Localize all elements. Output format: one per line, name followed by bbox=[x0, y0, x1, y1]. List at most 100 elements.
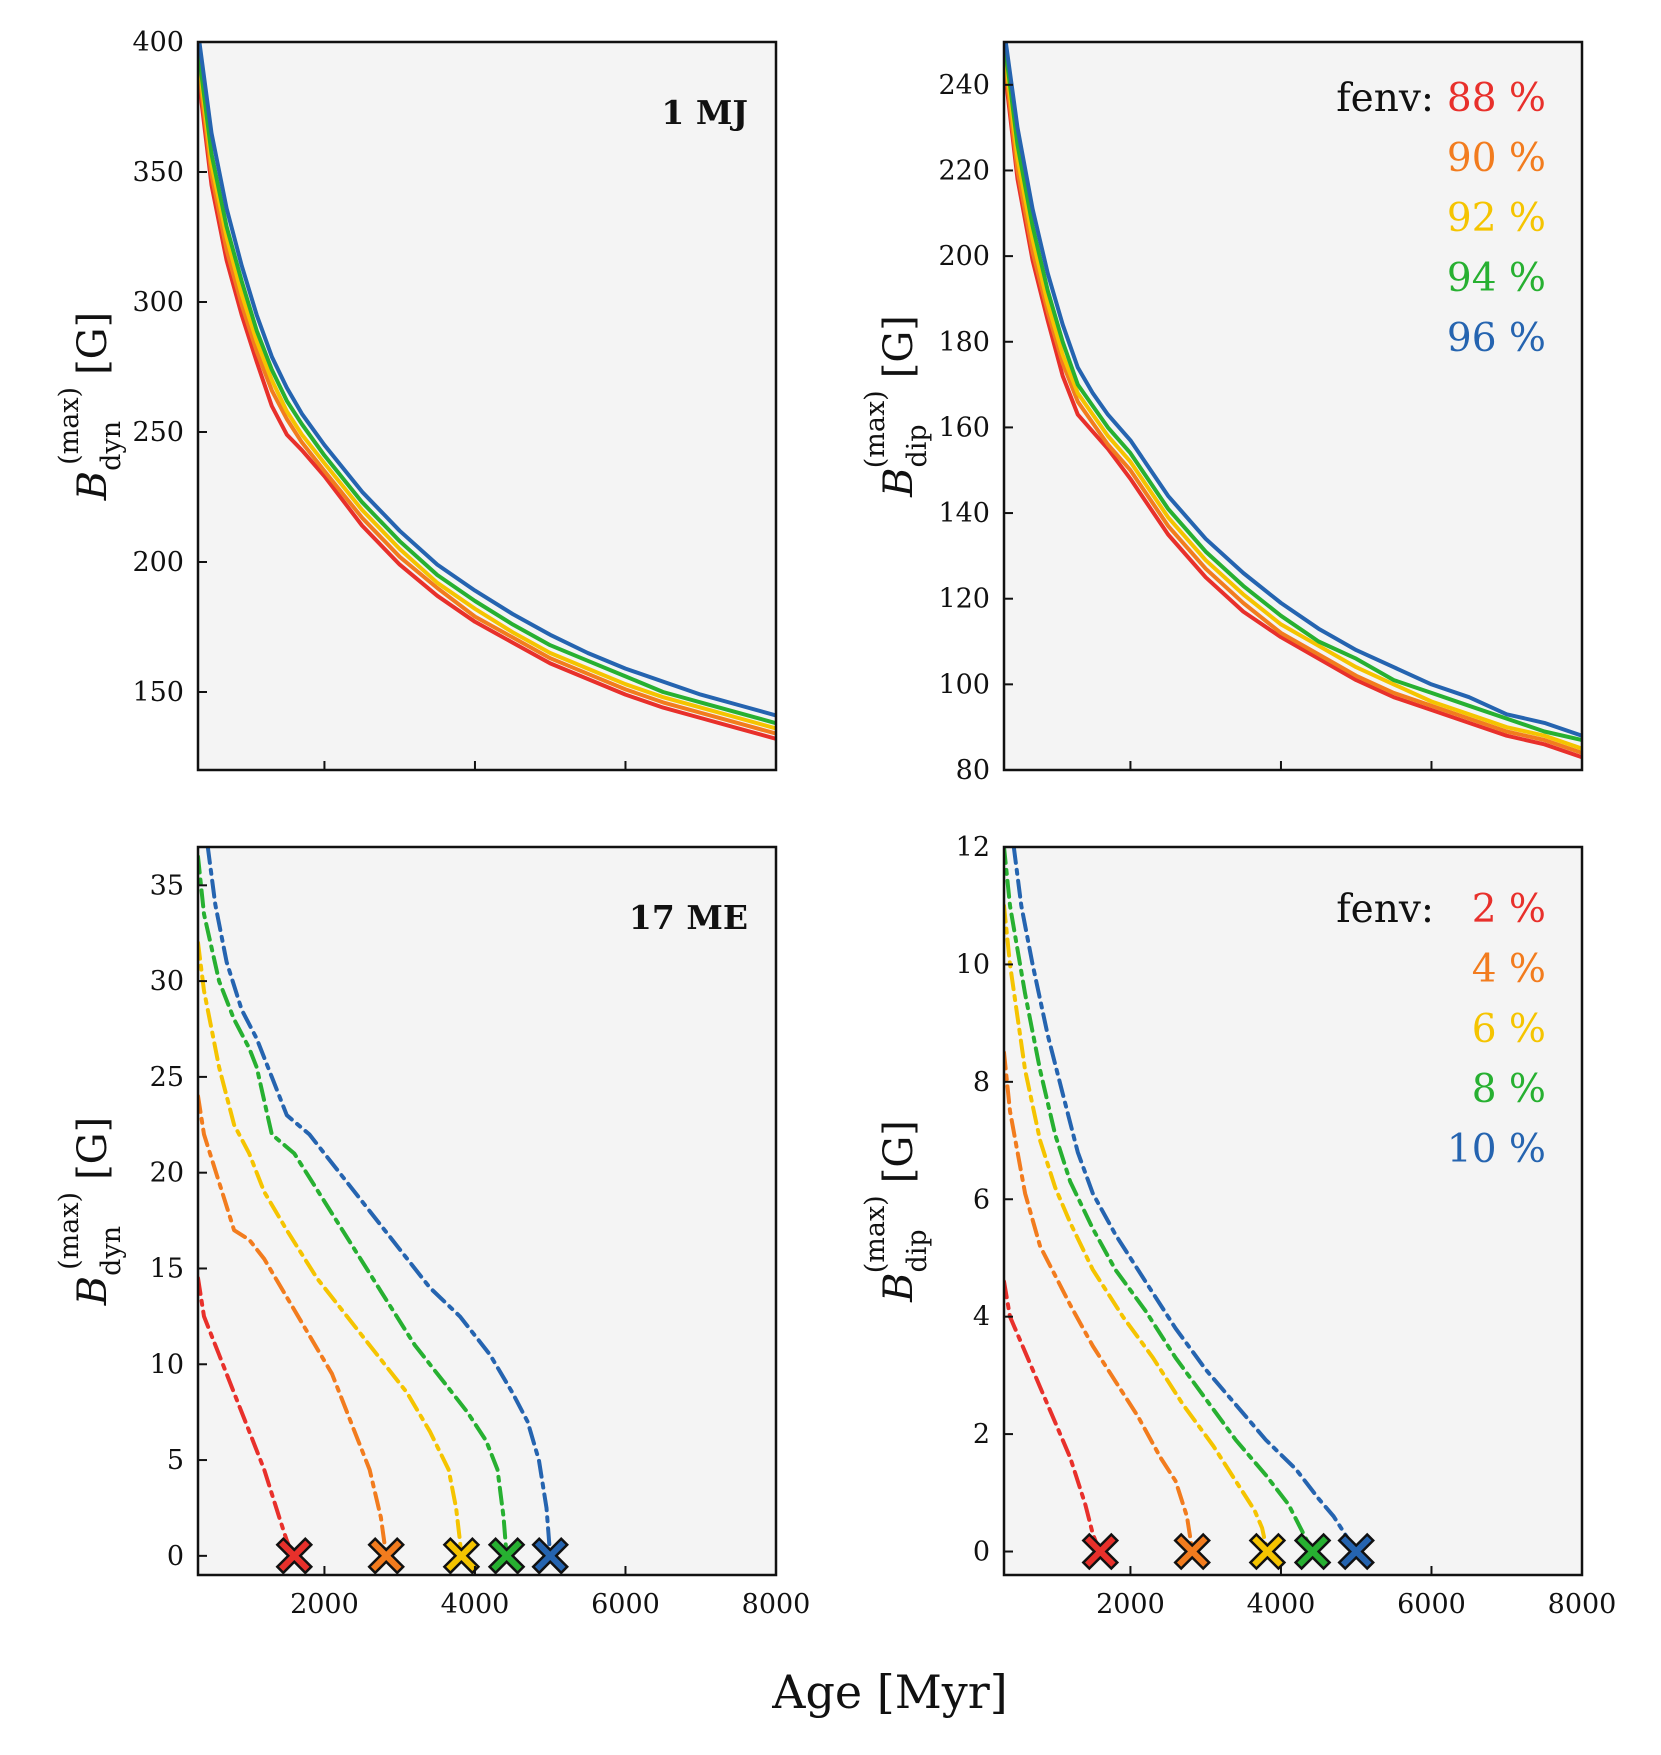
x-marker-yellow bbox=[442, 1537, 481, 1575]
series-line-orange bbox=[1004, 52, 1582, 755]
y-axis-label-base: B bbox=[876, 467, 922, 497]
y-tick-label-10: 10 bbox=[956, 949, 990, 980]
y-tick-label-180: 180 bbox=[938, 327, 990, 358]
y-tick-label-140: 140 bbox=[938, 498, 990, 529]
y-tick-label-10: 10 bbox=[150, 1349, 184, 1380]
y-axis-label-unit: [G] bbox=[876, 315, 922, 378]
series-line-yellow bbox=[198, 53, 776, 731]
legend-entry-yellow: 92 % bbox=[1447, 196, 1546, 241]
y-axis-label-top-right: Bdip (max) [G] bbox=[860, 315, 933, 498]
series-line-red bbox=[198, 71, 776, 741]
y-axis-label-superscript: (max) bbox=[860, 1195, 891, 1273]
y-axis-label-superscript: (max) bbox=[860, 390, 891, 468]
series-line-blue bbox=[1011, 847, 1359, 1554]
legend-title: fenv: bbox=[1336, 887, 1434, 932]
y-tick-label-35: 35 bbox=[150, 870, 184, 901]
x-marker-shape bbox=[1173, 1532, 1211, 1571]
series-line-green bbox=[1004, 847, 1315, 1554]
x-marker-shape bbox=[1248, 1532, 1287, 1571]
y-tick-label-240: 240 bbox=[938, 70, 990, 101]
y-axis-label-base: B bbox=[70, 471, 116, 501]
x-tick-label-8000: 8000 bbox=[1548, 1589, 1617, 1620]
legend-entry-yellow: 6 % bbox=[1472, 1007, 1546, 1052]
legend-title: fenv: bbox=[1336, 76, 1434, 121]
legend-entry-red: 88 % bbox=[1447, 76, 1546, 121]
series-line-yellow bbox=[1004, 44, 1582, 751]
x-marker-orange bbox=[367, 1537, 405, 1575]
legend-top-right: fenv: 88 % 90 % 92 % 94 % 96 % bbox=[1336, 76, 1546, 361]
y-tick-label-8: 8 bbox=[973, 1067, 990, 1098]
y-axis-label-base: B bbox=[70, 1276, 116, 1306]
legend-entry-green: 94 % bbox=[1447, 256, 1546, 301]
x-marker-shape bbox=[1293, 1532, 1332, 1571]
plot-area-bottom-left bbox=[198, 847, 776, 1575]
y-tick-label-200: 200 bbox=[938, 241, 990, 272]
x-marker-yellow bbox=[1248, 1532, 1287, 1571]
y-axis-label-subscript: dyn bbox=[96, 1226, 127, 1276]
y-tick-label-100: 100 bbox=[938, 669, 990, 700]
y-tick-label-200: 200 bbox=[132, 547, 184, 578]
y-axis-label-unit: [G] bbox=[876, 1120, 922, 1183]
y-tick-label-5: 5 bbox=[167, 1445, 184, 1476]
y-tick-label-220: 220 bbox=[938, 155, 990, 186]
series-group-top-right bbox=[1004, 42, 1582, 760]
y-axis-label-superscript: (max) bbox=[54, 1192, 85, 1270]
panel-top-left: 150 200 250 300 350 400 Bdyn (max) [G] 1 MJ bbox=[54, 27, 778, 772]
legend-bottom-right: fenv: 2 % 4 % 6 % 8 % 10 % bbox=[1336, 887, 1546, 1172]
legend-entry-orange: 4 % bbox=[1472, 947, 1546, 992]
y-axis-label-bottom-right: Bdip (max) [G] bbox=[860, 1120, 933, 1303]
y-tick-label-25: 25 bbox=[150, 1062, 184, 1093]
y-axis-label-unit: [G] bbox=[70, 1117, 116, 1180]
y-tick-label-2: 2 bbox=[973, 1419, 990, 1450]
series-line-blue bbox=[1004, 42, 1582, 738]
panel-top-right: 80 100 120 140 160 180 200 220 240 Bdip (max) [G] fe… bbox=[860, 40, 1584, 786]
legend-entry-green: 8 % bbox=[1472, 1067, 1546, 1112]
y-tick-label-20: 20 bbox=[150, 1158, 184, 1189]
panel-label-bottom-left: 17 ME bbox=[629, 898, 748, 937]
y-axis-label-superscript: (max) bbox=[54, 387, 85, 465]
series-line-yellow bbox=[198, 940, 464, 1558]
y-axis-label-base: B bbox=[876, 1272, 922, 1302]
x-marker-red bbox=[1081, 1532, 1120, 1571]
x-marker-shape bbox=[275, 1537, 314, 1575]
legend-entry-blue: 10 % bbox=[1447, 1127, 1546, 1172]
y-tick-label-30: 30 bbox=[150, 966, 184, 997]
x-marker-shape bbox=[487, 1537, 526, 1575]
series-line-orange bbox=[1004, 1050, 1195, 1554]
series-group-top-left bbox=[198, 42, 776, 741]
series-line-green bbox=[198, 45, 776, 726]
y-axis-label-top-left: Bdyn (max) [G] bbox=[54, 312, 127, 502]
axes-frame-bottom-right bbox=[1002, 845, 1584, 1577]
y-tick-label-0: 0 bbox=[167, 1541, 184, 1572]
legend-entry-red: 2 % bbox=[1472, 887, 1546, 932]
x-marker-shape bbox=[367, 1537, 405, 1575]
series-line-green bbox=[198, 854, 509, 1558]
y-axis-label-bottom-left: Bdyn (max) [G] bbox=[54, 1117, 127, 1307]
y-tick-label-400: 400 bbox=[132, 27, 184, 58]
panel-bottom-right: 0 2 4 6 8 10 12 2000 4000 6000 8000 Bdip (max) [G] fen… bbox=[860, 832, 1616, 1620]
x-marker-green bbox=[487, 1537, 526, 1575]
legend-entry-orange: 90 % bbox=[1447, 136, 1546, 181]
y-tick-label-250: 250 bbox=[132, 417, 184, 448]
x-tick-label-6000: 6000 bbox=[1397, 1589, 1466, 1620]
x-marker-blue bbox=[1337, 1532, 1375, 1571]
series-line-red bbox=[1004, 61, 1582, 760]
y-tick-label-0: 0 bbox=[973, 1537, 990, 1568]
x-axis-label: Age [Myr] bbox=[771, 1665, 1007, 1719]
axes-frame-top-left bbox=[196, 40, 778, 772]
series-line-orange bbox=[198, 1094, 389, 1558]
y-tick-label-120: 120 bbox=[938, 584, 990, 615]
series-line-orange bbox=[198, 60, 776, 736]
series-line-green bbox=[1004, 42, 1582, 742]
y-tick-label-80: 80 bbox=[956, 755, 990, 786]
panel-bottom-left: 0 5 10 15 20 25 30 35 2000 4000 6000 8000 Bdyn (max) [… bbox=[54, 845, 810, 1620]
axes-frame-top-right bbox=[1002, 40, 1584, 772]
series-line-blue bbox=[205, 847, 553, 1558]
y-tick-label-300: 300 bbox=[132, 287, 184, 318]
x-marker-shape bbox=[442, 1537, 481, 1575]
x-marker-blue bbox=[531, 1537, 569, 1575]
y-axis-label-subscript: dip bbox=[902, 1229, 933, 1272]
y-tick-label-4: 4 bbox=[973, 1302, 990, 1333]
